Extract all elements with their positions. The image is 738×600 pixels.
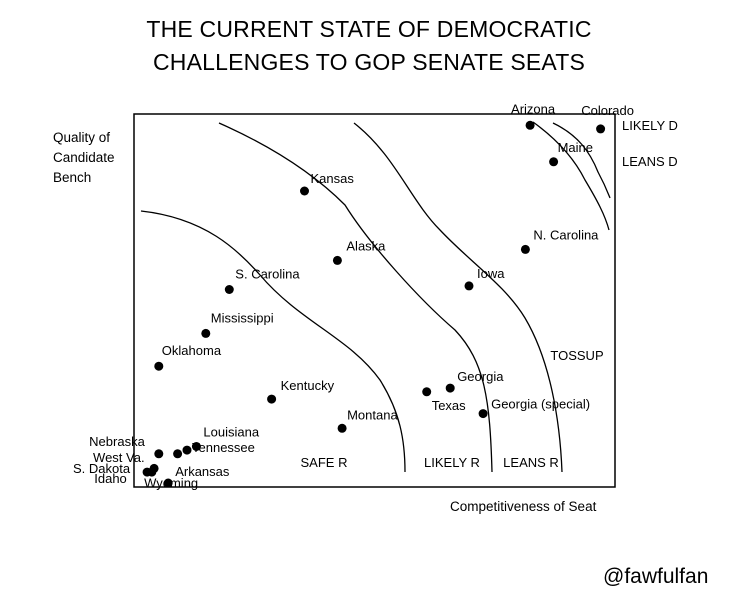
point-label-kansas: Kansas bbox=[311, 171, 355, 186]
point-montana bbox=[337, 423, 347, 433]
zones-layer: SAFE R LIKELY R LEANS R TOSSUP LEANS D LIKELY… bbox=[301, 118, 678, 470]
y-axis-label-line-3: Bench bbox=[53, 170, 92, 185]
chart-title-line-2: CHALLENGES TO GOP SENATE SEATS bbox=[152, 49, 586, 75]
zone-label-leans-r: LEANS R bbox=[503, 455, 559, 470]
point-west-va bbox=[173, 449, 183, 459]
point-nebraska bbox=[154, 449, 164, 459]
point-label-mississippi: Mississippi bbox=[211, 310, 274, 325]
point-label-tennessee: Tennessee bbox=[192, 440, 255, 455]
zone-label-tossup: TOSSUP bbox=[550, 348, 603, 363]
point-n-carolina bbox=[520, 244, 530, 254]
point-maine bbox=[549, 157, 559, 167]
credit-handle: @fawfulfan bbox=[603, 565, 709, 588]
point-label-iowa: Iowa bbox=[477, 266, 505, 281]
point-oklahoma bbox=[154, 361, 164, 371]
point-label-alaska: Alaska bbox=[346, 238, 386, 253]
plot-frame bbox=[133, 113, 616, 488]
point-label-montana: Montana bbox=[347, 407, 398, 422]
point-georgia-special bbox=[478, 409, 488, 419]
point-kansas bbox=[300, 186, 309, 196]
point-label-n-carolina: N. Carolina bbox=[533, 227, 599, 242]
point-mississippi bbox=[201, 328, 211, 338]
point-tennessee bbox=[182, 445, 192, 455]
zone-label-likely-r: LIKELY R bbox=[424, 455, 480, 470]
zone-boundary-leans-r-tossup bbox=[353, 122, 563, 473]
point-label-oklahoma: Oklahoma bbox=[162, 343, 222, 358]
y-axis-label-line-2: Candidate bbox=[53, 150, 115, 165]
point-arizona bbox=[525, 120, 535, 130]
zone-boundary-tossup-leans-d bbox=[532, 121, 610, 231]
point-label-texas: Texas bbox=[432, 398, 466, 413]
point-arkansas bbox=[163, 478, 173, 488]
point-kentucky bbox=[267, 394, 277, 404]
point-texas bbox=[422, 387, 432, 397]
point-label-arkansas: Arkansas bbox=[175, 464, 230, 479]
zone-label-safe-r: SAFE R bbox=[301, 455, 348, 470]
point-louisiana bbox=[191, 442, 201, 451]
points-layer: Arizona Colorado Maine Kansas N. Carolina Ala… bbox=[73, 101, 634, 490]
point-label-maine: Maine bbox=[558, 140, 593, 155]
point-label-s-dakota: S. Dakota bbox=[73, 461, 131, 476]
point-label-arizona: Arizona bbox=[511, 101, 556, 116]
point-label-georgia: Georgia bbox=[457, 369, 504, 384]
zone-boundary-safe-likely-r bbox=[140, 210, 406, 473]
x-axis-label: Competitiveness of Seat bbox=[450, 499, 597, 514]
point-idaho bbox=[147, 467, 157, 477]
zone-boundary-likely-leans-r bbox=[218, 122, 493, 473]
point-label-idaho: Idaho bbox=[94, 471, 127, 486]
zone-boundary-leans-likely-d bbox=[552, 122, 611, 199]
point-alaska bbox=[332, 255, 342, 265]
point-label-west-va: West Va. bbox=[93, 450, 145, 465]
zone-label-likely-d: LIKELY D bbox=[622, 118, 678, 133]
point-label-kentucky: Kentucky bbox=[281, 378, 335, 393]
point-iowa bbox=[464, 281, 474, 291]
point-label-s-carolina: S. Carolina bbox=[235, 267, 300, 282]
chart-title-line-1: THE CURRENT STATE OF DEMOCRATIC bbox=[146, 16, 592, 42]
point-label-georgia-special: Georgia (special) bbox=[491, 397, 590, 412]
point-colorado bbox=[596, 124, 606, 134]
point-label-colorado: Colorado bbox=[581, 103, 634, 118]
zone-label-leans-d: LEANS D bbox=[622, 154, 678, 169]
y-axis-label-line-1: Quality of bbox=[53, 130, 111, 145]
point-s-carolina bbox=[224, 285, 234, 294]
point-label-nebraska: Nebraska bbox=[89, 434, 145, 449]
point-georgia bbox=[445, 383, 455, 393]
point-label-louisiana: Louisiana bbox=[203, 425, 259, 440]
